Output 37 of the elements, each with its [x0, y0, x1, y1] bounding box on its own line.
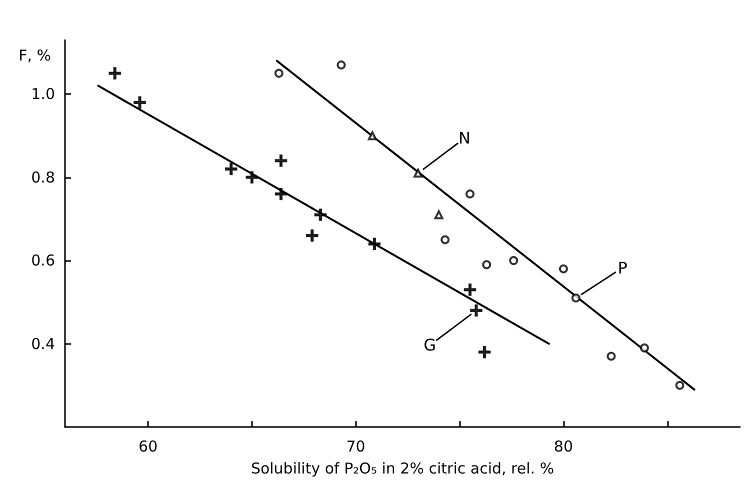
- point: [675, 380, 684, 390]
- point: [314, 208, 327, 221]
- point: [509, 256, 518, 266]
- y-axis-title: F, %: [18, 46, 51, 64]
- x-tick-label: 60: [138, 438, 158, 456]
- point: [108, 67, 121, 80]
- point: [466, 189, 474, 198]
- y-tick-label: 0.8: [31, 168, 55, 186]
- point: [274, 68, 284, 78]
- point: [482, 260, 492, 270]
- point: [464, 284, 476, 296]
- point: [434, 210, 444, 220]
- annotation: P: [618, 258, 628, 278]
- point: [368, 131, 377, 140]
- point: [558, 264, 568, 274]
- x-tick-label: 70: [346, 438, 366, 456]
- annotation: G: [424, 336, 436, 355]
- point: [225, 162, 238, 176]
- point: [336, 60, 346, 70]
- point: [440, 235, 450, 244]
- y-tick-label: 1.0: [31, 85, 55, 104]
- point: [134, 96, 146, 109]
- point: [306, 229, 318, 242]
- y-tick-label: 0.6: [31, 252, 55, 270]
- point: [478, 346, 491, 358]
- point: [470, 304, 482, 317]
- annotation: N: [458, 128, 470, 148]
- y-tick-label: 0.4: [31, 334, 55, 353]
- point: [640, 343, 649, 352]
- x-tick-label: 80: [554, 438, 574, 456]
- point: [571, 294, 580, 302]
- point: [368, 238, 381, 250]
- point: [606, 352, 616, 361]
- point: [274, 188, 288, 200]
- point: [246, 171, 258, 184]
- x-axis-title: Solubility of P₂O₅ in 2% citric acid, rel. %: [250, 460, 554, 478]
- point: [274, 154, 288, 167]
